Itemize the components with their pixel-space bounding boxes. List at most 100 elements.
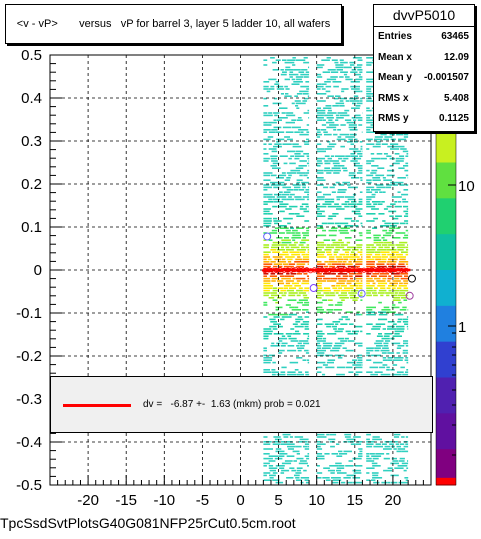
- heatmap-cell: [331, 285, 336, 287]
- heatmap-cell: [293, 189, 299, 191]
- heatmap-cell: [275, 270, 284, 273]
- heatmap-cell: [398, 201, 402, 203]
- heatmap-cell: [351, 256, 360, 258]
- heatmap-cell: [338, 184, 345, 186]
- heatmap-cell: [398, 292, 405, 294]
- heatmap-cell: [345, 253, 350, 256]
- heatmap-cell: [341, 90, 345, 93]
- heatmap-cell: [303, 234, 309, 237]
- heatmap-cell: [339, 100, 344, 102]
- heatmap-cell: [280, 472, 285, 474]
- heatmap-cell: [357, 64, 363, 66]
- heatmap-cell: [398, 167, 405, 169]
- heatmap-cell: [320, 129, 327, 131]
- heatmap-cell: [355, 208, 363, 210]
- heatmap-cell: [366, 282, 370, 285]
- heatmap-cell: [351, 201, 357, 203]
- heatmap-cell: [348, 292, 358, 294]
- heatmap-cell: [275, 450, 285, 453]
- heatmap-cell: [349, 285, 358, 287]
- heatmap-cell: [366, 90, 372, 93]
- heatmap-cell: [377, 261, 387, 263]
- heatmap-cell: [383, 345, 389, 347]
- heatmap-cell: [321, 88, 326, 90]
- heatmap-cell: [384, 445, 391, 448]
- heatmap-cell: [340, 285, 347, 287]
- heatmap-cell: [269, 275, 277, 277]
- heatmap-cell: [344, 201, 350, 203]
- heatmap-cell: [275, 131, 285, 133]
- heatmap-cell: [360, 148, 363, 150]
- heatmap-cell: [263, 143, 267, 145]
- heatmap-cell: [306, 124, 310, 126]
- heatmap-cell: [381, 337, 390, 340]
- heatmap-cell: [296, 294, 301, 297]
- heatmap-cell: [303, 141, 310, 143]
- heatmap-cell: [373, 237, 380, 239]
- heatmap-cell: [348, 261, 352, 263]
- heatmap-cell: [406, 208, 409, 210]
- heatmap-cell: [316, 148, 325, 150]
- heatmap-cell: [380, 373, 391, 376]
- heatmap-cell: [384, 222, 391, 225]
- heatmap-cell: [393, 433, 401, 436]
- heatmap-cell: [371, 275, 377, 277]
- heatmap-cell: [278, 337, 288, 340]
- heatmap-cell: [306, 131, 310, 133]
- heatmap-cell: [278, 349, 285, 352]
- heatmap-cell: [296, 357, 303, 359]
- heatmap-cell: [287, 345, 295, 347]
- heatmap-cell: [375, 131, 382, 133]
- heatmap-cell: [284, 78, 290, 81]
- heatmap-cell: [263, 201, 274, 203]
- heatmap-cell: [354, 282, 363, 285]
- heatmap-cell: [380, 294, 384, 297]
- heatmap-cell: [399, 289, 409, 292]
- heatmap-cell: [329, 160, 339, 162]
- heatmap-cell: [296, 179, 303, 181]
- heatmap-cell: [282, 433, 291, 436]
- heatmap-cell: [285, 333, 293, 335]
- heatmap-cell: [292, 277, 296, 280]
- heatmap-cell: [396, 352, 400, 354]
- heatmap-cell: [284, 61, 295, 64]
- heatmap-cell: [398, 301, 402, 304]
- heatmap-cell: [276, 177, 284, 179]
- heatmap-cell: [405, 443, 409, 445]
- heatmap-cell: [407, 328, 409, 330]
- heatmap-cell: [383, 306, 390, 309]
- heatmap-cell: [269, 232, 278, 234]
- heatmap-cell: [402, 198, 406, 201]
- heatmap-cell: [299, 438, 309, 441]
- heatmap-cell: [339, 76, 344, 78]
- stats-rms-x-value: 5.408: [443, 92, 469, 104]
- heatmap-cell: [333, 165, 338, 167]
- heatmap-cell: [405, 253, 409, 256]
- heatmap-cell: [375, 143, 381, 145]
- heatmap-cell: [349, 297, 359, 299]
- heatmap-cell: [279, 203, 289, 205]
- heatmap-cell: [345, 78, 353, 81]
- heatmap-cell: [291, 83, 300, 85]
- heatmap-cell: [375, 323, 386, 325]
- heatmap-cell: [326, 126, 337, 129]
- heatmap-cell: [329, 186, 335, 189]
- heatmap-cell: [358, 198, 363, 201]
- heatmap-cell: [275, 309, 279, 311]
- heatmap-cell: [387, 253, 396, 256]
- colorbar-segment: [436, 477, 456, 486]
- heatmap-cell: [316, 465, 320, 467]
- heatmap-cell: [267, 213, 273, 215]
- heatmap-cell: [340, 241, 344, 244]
- heatmap-cell: [296, 457, 304, 460]
- heatmap-cell: [273, 436, 281, 438]
- heatmap-cell: [294, 186, 301, 189]
- heatmap-cell: [304, 441, 308, 443]
- colorbar-segment: [436, 176, 456, 185]
- heatmap-cell: [327, 333, 337, 335]
- heatmap-cell: [407, 309, 409, 311]
- heatmap-cell: [304, 220, 310, 222]
- heatmap-cell: [316, 443, 326, 445]
- heatmap-cell: [272, 472, 278, 474]
- heatmap-cell: [305, 246, 310, 249]
